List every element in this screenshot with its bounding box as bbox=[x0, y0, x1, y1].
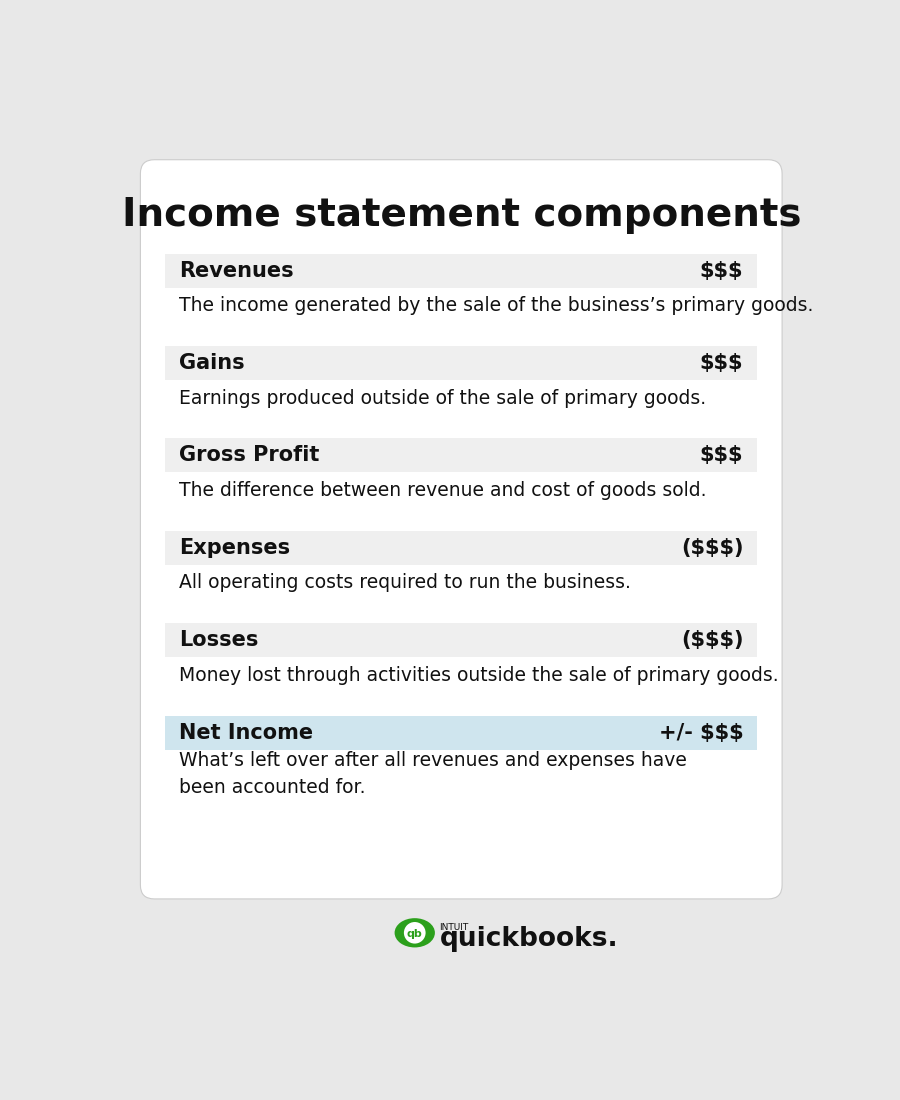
Text: $$$: $$$ bbox=[700, 446, 743, 465]
Text: +/- $$$: +/- $$$ bbox=[659, 723, 743, 743]
FancyBboxPatch shape bbox=[166, 531, 757, 564]
Text: The difference between revenue and cost of goods sold.: The difference between revenue and cost … bbox=[179, 481, 707, 500]
FancyBboxPatch shape bbox=[166, 346, 757, 380]
Text: INTUIT: INTUIT bbox=[439, 923, 469, 932]
Text: What’s left over after all revenues and expenses have
been accounted for.: What’s left over after all revenues and … bbox=[179, 751, 687, 796]
Text: Gross Profit: Gross Profit bbox=[179, 446, 320, 465]
Circle shape bbox=[404, 922, 426, 944]
FancyBboxPatch shape bbox=[166, 716, 757, 749]
Text: ($$$): ($$$) bbox=[681, 538, 743, 558]
Text: quickbooks.: quickbooks. bbox=[439, 926, 618, 952]
Text: $$$: $$$ bbox=[700, 353, 743, 373]
Text: Expenses: Expenses bbox=[179, 538, 291, 558]
Text: $$$: $$$ bbox=[700, 261, 743, 280]
Text: Losses: Losses bbox=[179, 630, 258, 650]
Text: Earnings produced outside of the sale of primary goods.: Earnings produced outside of the sale of… bbox=[179, 388, 707, 408]
Text: Income statement components: Income statement components bbox=[122, 196, 801, 234]
Text: ($$$): ($$$) bbox=[681, 630, 743, 650]
Text: Net Income: Net Income bbox=[179, 723, 313, 743]
FancyBboxPatch shape bbox=[166, 254, 757, 287]
FancyBboxPatch shape bbox=[166, 624, 757, 657]
Text: qb: qb bbox=[407, 928, 423, 938]
Text: All operating costs required to run the business.: All operating costs required to run the … bbox=[179, 573, 631, 593]
Ellipse shape bbox=[394, 918, 435, 947]
FancyBboxPatch shape bbox=[166, 439, 757, 472]
Text: Revenues: Revenues bbox=[179, 261, 293, 280]
Text: Gains: Gains bbox=[179, 353, 245, 373]
Text: The income generated by the sale of the business’s primary goods.: The income generated by the sale of the … bbox=[179, 296, 814, 316]
FancyBboxPatch shape bbox=[140, 160, 782, 899]
Text: Money lost through activities outside the sale of primary goods.: Money lost through activities outside th… bbox=[179, 666, 778, 685]
